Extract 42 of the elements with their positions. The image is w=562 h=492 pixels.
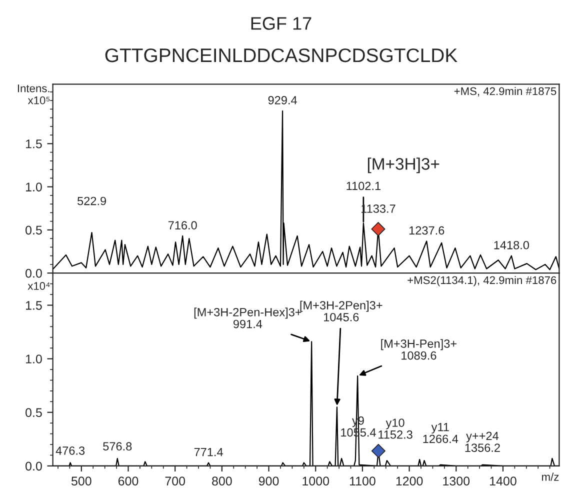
- annotation: y10 1152.3: [378, 418, 412, 439]
- x-tick-label: 1200: [396, 476, 423, 486]
- annotation: 522.9: [78, 196, 106, 206]
- x-tick-label: 600: [118, 476, 138, 486]
- y-tick-label: 1.0: [26, 182, 42, 192]
- x-tick-label: 1400: [490, 476, 516, 486]
- annotation: 771.4: [194, 448, 223, 456]
- annotation: y++24 1356.2: [465, 432, 500, 452]
- annotation: +MS2(1134.1), 42.9min #1876: [408, 276, 556, 286]
- y-tick-label: 1.5: [26, 301, 42, 310]
- y-axis-title: Intens. x10⁵: [18, 84, 50, 104]
- chart-subtitle: GTTGPNCEINLDDCASNPCDSGTCLDK: [105, 48, 458, 62]
- line-series: [52, 110, 560, 270]
- y-tick-label: 1.5: [26, 140, 42, 148]
- annotation: +MS, 42.9min #1875: [454, 86, 556, 96]
- annotation: 1237.6: [409, 226, 444, 235]
- annotation: 716.0: [168, 221, 197, 230]
- y-tick-label: 0.0: [26, 462, 42, 471]
- annotation: [M+3H]3+: [368, 158, 440, 174]
- annotation: 1102.1: [346, 182, 380, 190]
- x-tick-label: 800: [212, 476, 232, 486]
- y-axis-title: x10⁴: [28, 282, 50, 290]
- annotation: 476.3: [56, 446, 85, 455]
- x-tick-label: 700: [165, 476, 186, 486]
- annotation: [M+3H-Pen]3+ 1089.6: [381, 339, 456, 360]
- x-tick-label: 1000: [302, 476, 330, 486]
- annotation: 576.8: [103, 442, 132, 451]
- annotation: [M+3H-2Pen]3+ 1045.6: [300, 300, 382, 322]
- annotation: 929.4: [268, 96, 297, 104]
- y-tick-label: 0.5: [26, 226, 42, 235]
- x-tick-label: 500: [71, 476, 92, 486]
- x-tick-label: 1100: [350, 476, 376, 486]
- annotation: y11 1266.4: [423, 422, 458, 444]
- x-tick-label: 900: [258, 476, 279, 486]
- y-tick-label: 1.0: [26, 354, 42, 364]
- annotation: [M+3H-2Pen-Hex]3+ 991.4: [194, 308, 302, 328]
- chart-title: EGF 17: [251, 17, 312, 30]
- annotation: 1418.0: [494, 240, 530, 250]
- y-tick-label: 0.0: [26, 268, 42, 278]
- y-tick-label: 0.5: [26, 408, 42, 418]
- x-tick-label: 1300: [443, 476, 470, 486]
- x-axis-title: m/z: [542, 472, 559, 481]
